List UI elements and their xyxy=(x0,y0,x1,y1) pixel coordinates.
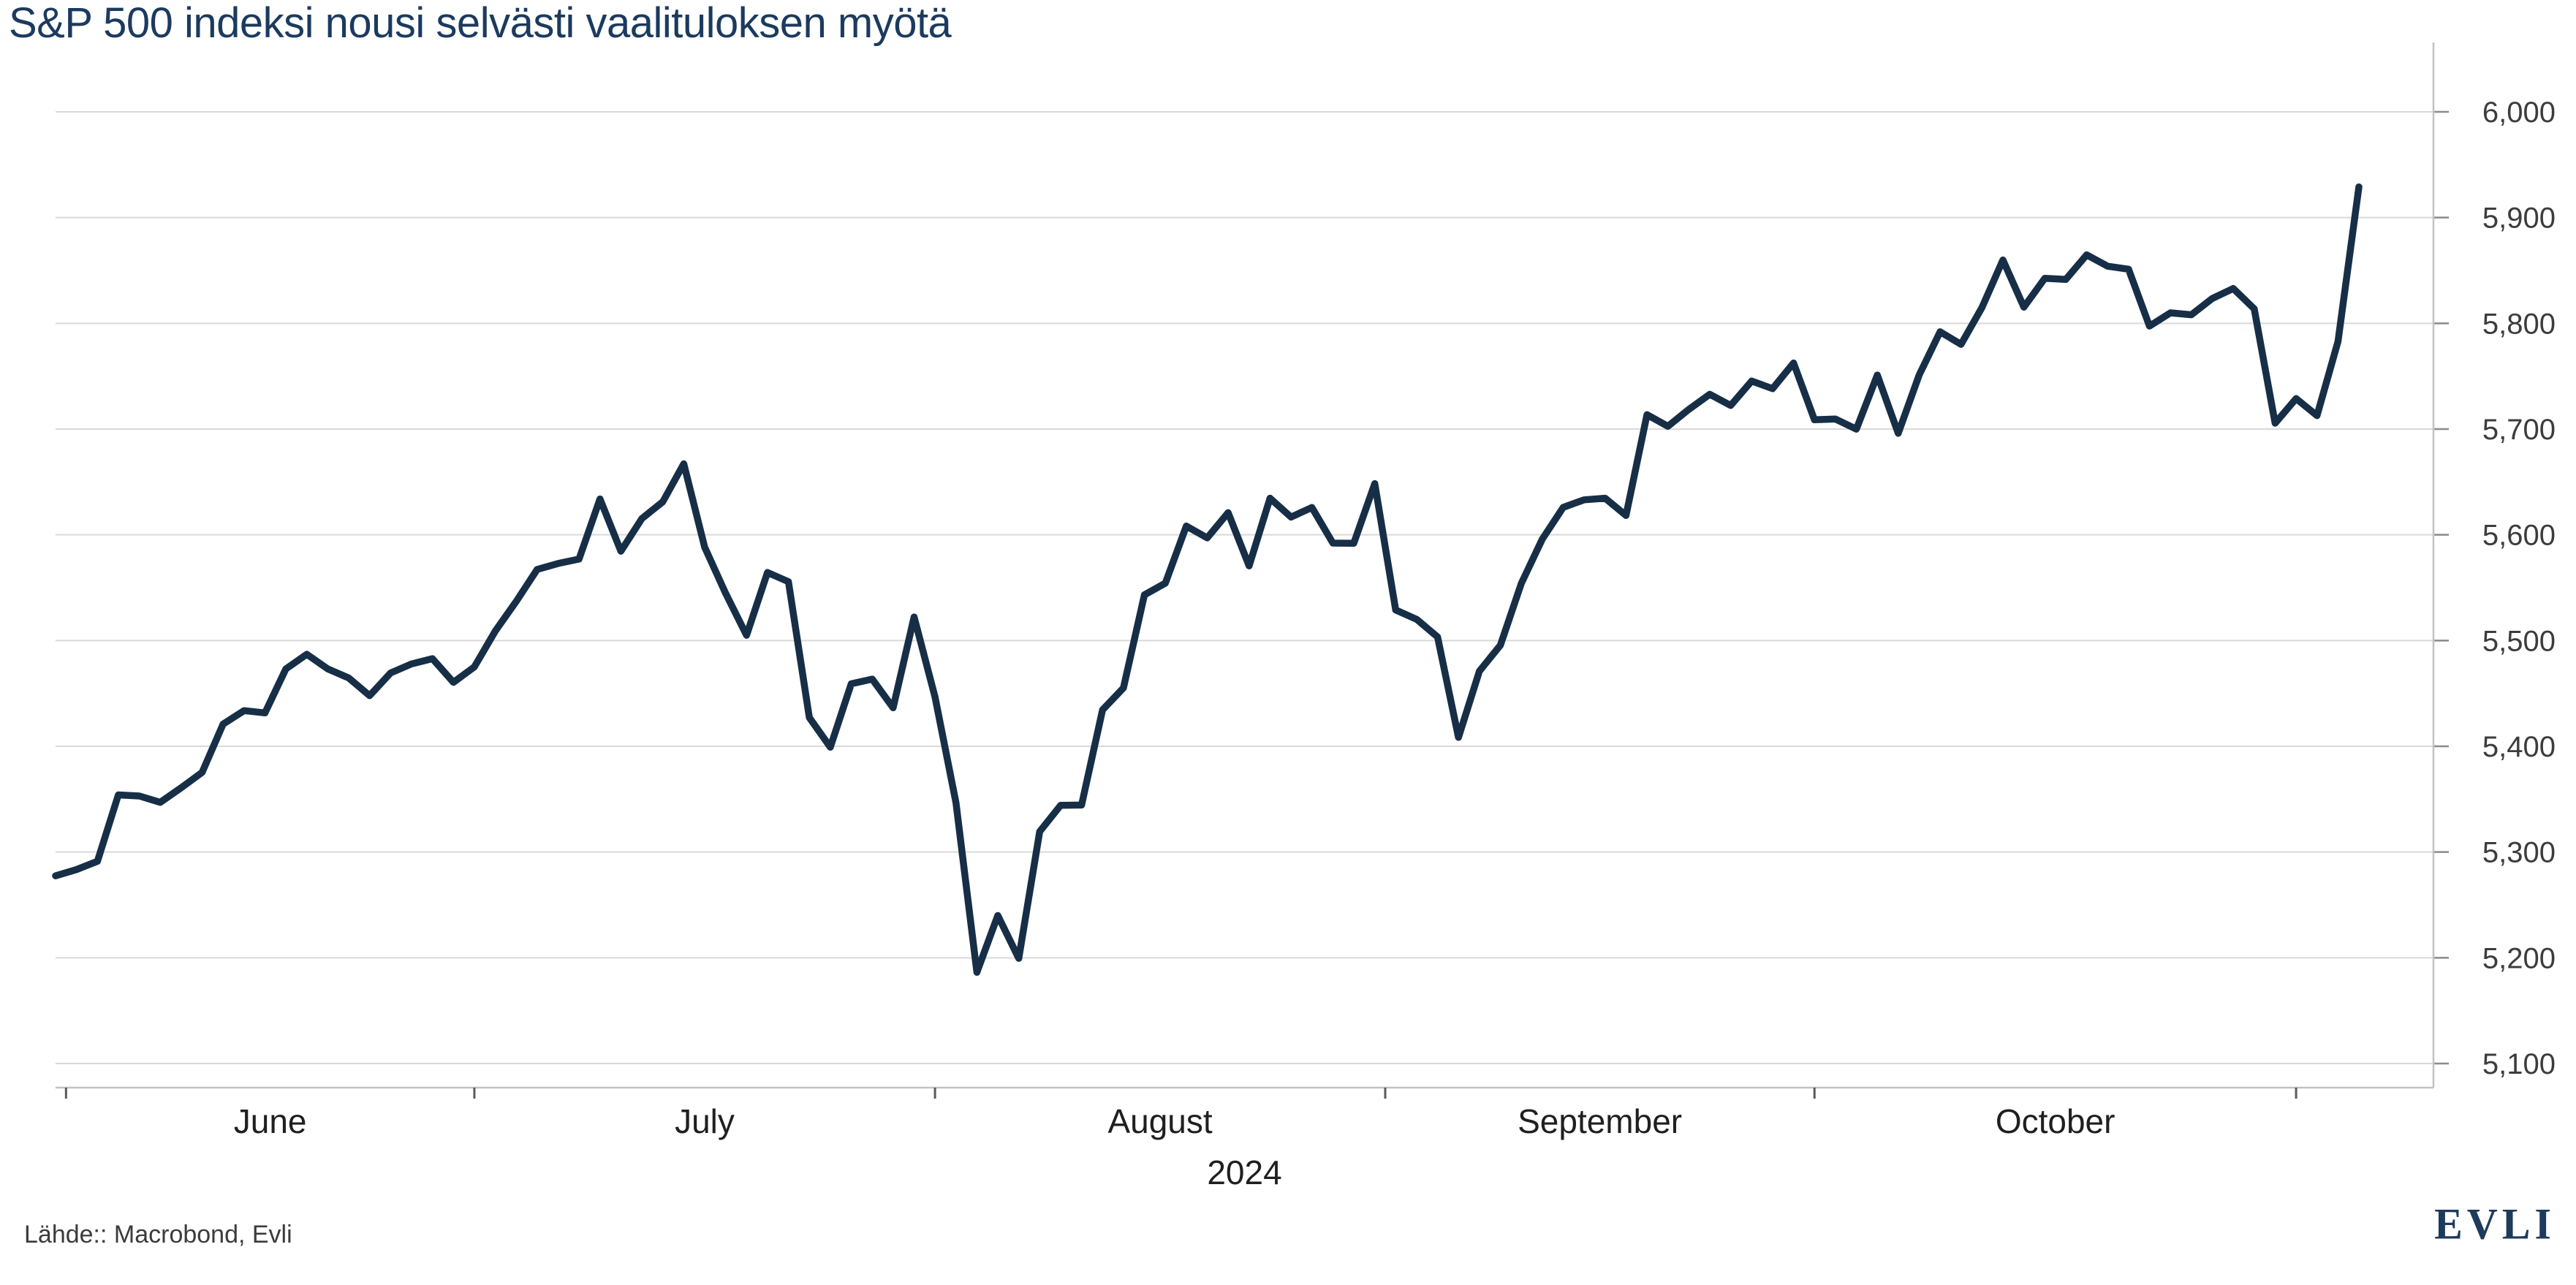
y-tick-label: 5,400 xyxy=(2482,731,2556,763)
y-tick-label: 5,600 xyxy=(2482,520,2556,552)
y-tick-label: 5,700 xyxy=(2482,414,2556,446)
y-tick-label: 5,500 xyxy=(2482,625,2556,657)
month-label: October xyxy=(1996,1102,2115,1140)
y-tick-label: 5,800 xyxy=(2482,308,2556,340)
y-tick-label: 5,100 xyxy=(2482,1048,2556,1080)
month-label: June xyxy=(234,1102,307,1140)
month-label: September xyxy=(1518,1102,1682,1140)
y-tick-label: 6,000 xyxy=(2482,96,2556,129)
y-tick-label: 5,200 xyxy=(2482,942,2556,974)
evli-logo: EVLI xyxy=(2434,1199,2556,1248)
source-note: Lähde:: Macrobond, Evli xyxy=(24,1221,292,1248)
month-label: July xyxy=(675,1102,735,1140)
year-label: 2024 xyxy=(1207,1153,1281,1191)
chart-title: S&P 500 indeksi nousi selvästi vaalitulo… xyxy=(9,0,952,47)
month-label: August xyxy=(1107,1102,1212,1140)
sp500-series-line xyxy=(52,183,2363,976)
y-tick-label: 5,900 xyxy=(2482,202,2556,235)
y-tick-label: 5,300 xyxy=(2482,837,2556,869)
